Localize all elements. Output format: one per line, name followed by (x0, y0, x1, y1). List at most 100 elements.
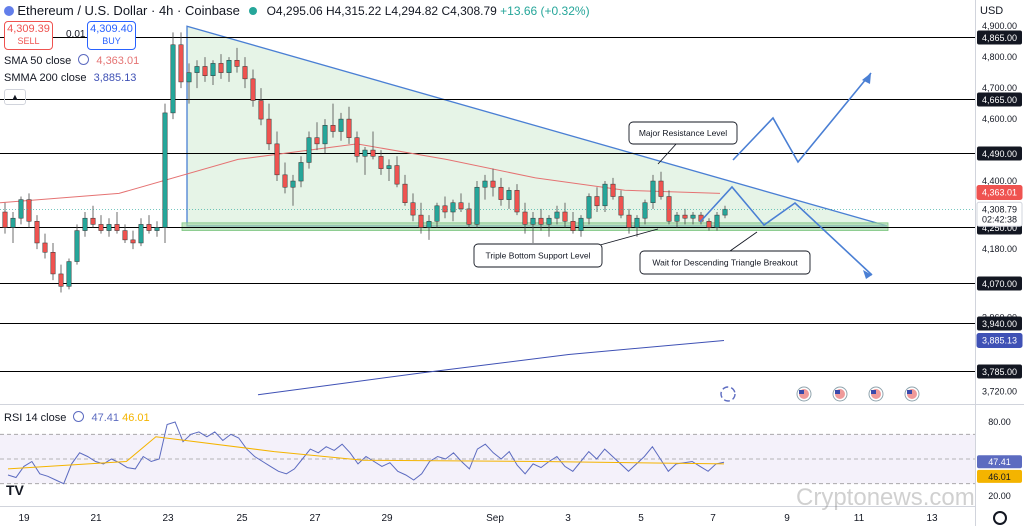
candle-down (626, 214, 632, 228)
events-icon (720, 386, 736, 402)
candle-down (682, 214, 688, 219)
candle-up (290, 180, 296, 188)
candle-up (714, 214, 720, 228)
candle-up (154, 227, 160, 231)
us-flag-event-icon (796, 386, 812, 402)
rsi-marker-box (977, 455, 1022, 469)
symbol-header: Ethereum / U.S. Dollar · 4h · Coinbase O… (4, 3, 590, 18)
level-label: 4,865.00 (982, 33, 1017, 43)
price-marker-box (976, 332, 1023, 348)
candle-down (314, 137, 320, 145)
time-tick-label: 5 (638, 513, 644, 524)
candle-down (346, 118, 352, 138)
time-tick-label: 27 (309, 513, 321, 524)
candle-up (650, 180, 656, 203)
market-status-dot (249, 7, 258, 15)
sell-button[interactable]: 4,309.39 SELL (4, 21, 53, 50)
candle-down (2, 211, 8, 228)
candle-up (506, 190, 512, 200)
candle-down (90, 217, 96, 225)
candle-up (642, 202, 648, 219)
price-tick-label: 4,400.00 (982, 176, 1017, 186)
candle-up (186, 72, 192, 83)
candle-down (218, 63, 224, 73)
chart-settings-icon[interactable] (993, 511, 1007, 525)
us-flag-event-icon (832, 386, 848, 402)
time-tick-label: 19 (18, 513, 30, 524)
annotation-pointer (657, 142, 678, 165)
candle-down (282, 174, 288, 188)
candle-up (530, 217, 536, 225)
candle-down (26, 199, 32, 222)
candle-down (658, 180, 664, 197)
sma50-legend[interactable]: SMA 50 close 4,363.01 (4, 54, 139, 67)
candle-down (330, 125, 336, 132)
candle-down (178, 44, 184, 83)
rsi-ma-line (7, 436, 725, 470)
candle-down (394, 165, 400, 185)
rsi-ma-value: 46.01 (122, 412, 150, 424)
rsi-ma-marker-label: 46.01 (988, 472, 1011, 482)
candle-up (10, 217, 16, 228)
price-marker-box (976, 201, 1023, 227)
candle-down (122, 230, 128, 241)
rsi-ma-marker-box (977, 469, 1022, 483)
ohlc-change: +13.66 (+0.32%) (500, 4, 590, 18)
level-label-box (977, 146, 1022, 161)
support-annotation: Triple Bottom Support Level (485, 251, 590, 261)
candle-down (706, 221, 712, 228)
candle-up (162, 112, 168, 228)
sma50-value: 4,363.01 (96, 55, 140, 67)
countdown-label: 02:42:38 (982, 214, 1017, 224)
candle-down (242, 66, 248, 80)
price-marker-label: 4,363.01 (982, 187, 1017, 197)
candle-down (618, 196, 624, 216)
candle-down (234, 60, 240, 67)
sma50-settings-icon[interactable] (78, 54, 90, 65)
currency-label[interactable]: USD (980, 5, 1004, 17)
ethereum-icon (4, 6, 14, 16)
rsi-legend[interactable]: RSI 14 close 47.41 46.01 (4, 411, 150, 424)
candle-up (474, 186, 480, 225)
time-tick-label: 21 (90, 513, 102, 524)
candle-down (274, 143, 280, 176)
level-label: 3,785.00 (982, 367, 1017, 377)
smma200-legend[interactable]: SMMA 200 close 3,885.13 (4, 72, 136, 84)
symbol-title: Ethereum / U.S. Dollar · 4h · Coinbase (17, 3, 240, 18)
candle-up (482, 180, 488, 188)
spread-value: 0.01 (66, 29, 86, 40)
price-tick-label: 3,960.00 (982, 312, 1017, 322)
candle-up (74, 230, 80, 262)
ohlc-close: C4,308.79 (441, 4, 497, 18)
flag-icon-canton (799, 390, 804, 394)
rsi-settings-icon[interactable] (73, 411, 85, 422)
sell-price: 4,309.39 (7, 23, 50, 35)
candle-down (258, 100, 264, 120)
candle-up (586, 196, 592, 219)
candle-down (522, 211, 528, 225)
time-tick-label: 13 (926, 513, 938, 524)
price-tick-label: 4,180.00 (982, 244, 1017, 254)
candle-up (138, 224, 144, 244)
candle-down (370, 149, 376, 157)
candle-down (418, 214, 424, 228)
buy-button[interactable]: 4,309.40 BUY (87, 21, 136, 50)
time-tick-label: 9 (784, 513, 790, 524)
candle-down (410, 202, 416, 216)
candle-down (538, 217, 544, 225)
price-tick-label: 3,720.00 (982, 387, 1017, 397)
bearish-projection-path (699, 185, 873, 276)
tradingview-logo[interactable]: TV (6, 482, 24, 498)
candle-up (674, 214, 680, 222)
buy-label: BUY (102, 36, 121, 46)
level-label-box (977, 276, 1022, 291)
rsi-label: RSI 14 close (4, 412, 67, 424)
level-label: 4,665.00 (982, 95, 1017, 105)
candle-up (106, 224, 112, 231)
collapse-legend-button[interactable]: ▲ (4, 89, 26, 105)
candle-down (98, 224, 104, 231)
time-tick-label: 29 (381, 513, 393, 524)
ohlc-low: L4,294.82 (384, 4, 439, 18)
rsi-value: 47.41 (91, 412, 120, 424)
